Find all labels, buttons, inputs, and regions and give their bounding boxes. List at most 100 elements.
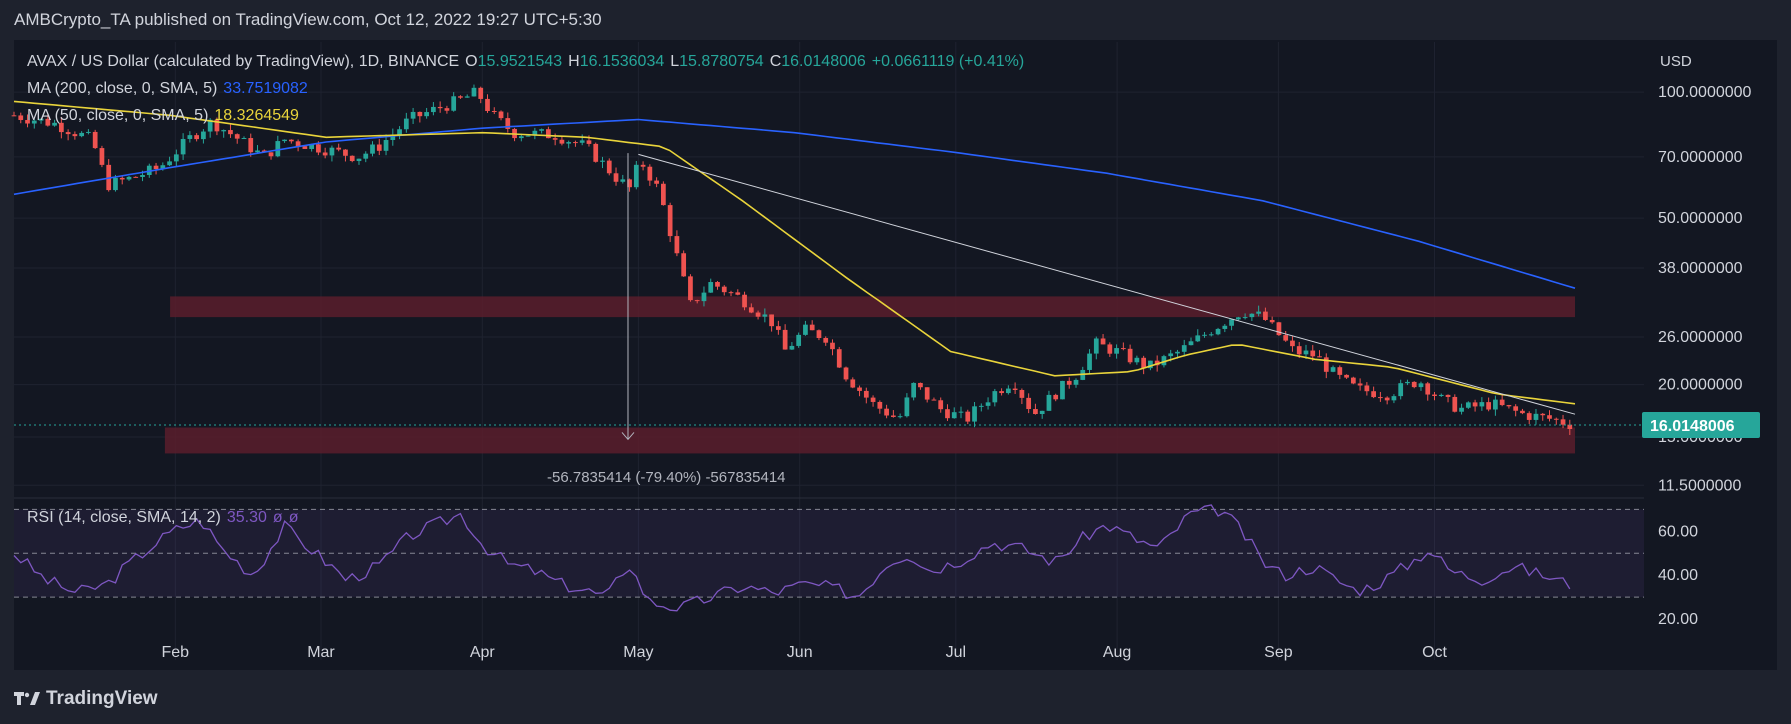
candle-body — [735, 292, 741, 295]
candle-body — [843, 367, 849, 380]
candle-body — [1296, 346, 1302, 355]
candle-body — [1499, 399, 1505, 406]
candle-body — [160, 165, 166, 170]
candle-body — [850, 379, 856, 388]
candle-body — [431, 106, 436, 113]
candle-body — [1005, 388, 1011, 394]
measure-label: -56.7835414 (-79.40%) -567835414 — [547, 469, 786, 486]
candle-body — [241, 138, 247, 140]
candle-body — [546, 129, 551, 139]
candle-body — [491, 111, 497, 113]
candle-body — [1100, 338, 1106, 345]
rsi-legend[interactable]: RSI (14, close, SMA, 14, 2) 35.30 ø ø — [27, 509, 304, 527]
ma200-legend[interactable]: MA (200, close, 0, SMA, 5) 33.7519082 — [27, 80, 314, 98]
price-tick-label: 70.0000000 — [1658, 149, 1743, 166]
candle-body — [383, 140, 389, 151]
rsi-tick-label: 20.00 — [1658, 611, 1698, 628]
candle-body — [999, 391, 1004, 394]
candle-body — [1134, 357, 1140, 363]
symbol-legend[interactable]: AVAX / US Dollar (calculated by TradingV… — [27, 53, 1030, 71]
candle-body — [532, 130, 538, 136]
candle-body — [316, 144, 321, 153]
candle-body — [1418, 383, 1424, 388]
candle-body — [1039, 410, 1045, 415]
time-tick-label: Aug — [1103, 644, 1131, 661]
candle-body — [566, 142, 572, 144]
candle-body — [870, 397, 876, 402]
candle-body — [1263, 311, 1268, 320]
candle-body — [1364, 385, 1370, 392]
candle-body — [823, 338, 829, 343]
tradingview-logo[interactable]: TradingView — [14, 688, 158, 710]
candle-body — [336, 147, 342, 150]
candle-body — [715, 282, 720, 287]
candle-body — [985, 402, 991, 406]
ma50-legend[interactable]: MA (50, close, 0, SMA, 5) 18.3264549 — [27, 107, 305, 125]
candle-body — [1093, 338, 1099, 354]
candle-body — [194, 135, 200, 140]
rsi-line — [13, 504, 1571, 612]
candle-body — [667, 205, 673, 237]
candle-body — [1513, 406, 1519, 411]
candle-body — [1432, 394, 1437, 397]
candle-body — [1053, 394, 1059, 400]
candle-body — [1148, 360, 1153, 369]
ma200-line — [13, 118, 1576, 289]
candle-body — [708, 282, 714, 293]
candle-body — [1479, 402, 1485, 407]
candle-body — [403, 118, 409, 130]
candle-body — [498, 111, 504, 119]
candle-body — [633, 164, 639, 188]
time-tick-label: Apr — [470, 644, 496, 661]
rsi-legend-label: RSI (14, close, SMA, 14, 2) — [27, 509, 221, 526]
price-tick-label: 50.0000000 — [1658, 210, 1743, 227]
candle-body — [126, 176, 132, 180]
ma50-line — [13, 100, 1576, 405]
candle-body — [769, 314, 774, 327]
candle-body — [931, 399, 937, 401]
candle-body — [11, 115, 17, 117]
candle-body — [478, 87, 484, 99]
time-tick-label: Mar — [307, 644, 335, 661]
candle-body — [897, 416, 903, 418]
candle-body — [38, 118, 44, 121]
candle-body — [836, 349, 842, 368]
low-label: L — [670, 53, 680, 70]
candle-body — [1188, 341, 1194, 346]
footer-brand: TradingView — [46, 688, 158, 709]
candle-body — [275, 141, 281, 157]
change-value: +0.0661119 (+0.41%) — [871, 53, 1025, 70]
candle-body — [187, 135, 193, 139]
price-tag-box — [1642, 412, 1760, 439]
candle-body — [701, 292, 707, 302]
candle-body — [92, 131, 98, 149]
candle-body — [1378, 397, 1383, 399]
rsi-legend-value: 35.30 — [226, 509, 267, 526]
rsi-extra-2: ø — [288, 509, 299, 526]
candle-body — [951, 412, 957, 419]
candle-body — [282, 139, 287, 142]
candle-body — [146, 165, 152, 175]
candle-body — [140, 174, 145, 177]
candle-body — [1175, 351, 1180, 354]
candle-body — [25, 119, 30, 124]
open-label: O — [465, 53, 478, 70]
candle-body — [356, 158, 362, 162]
open-value: 15.9521543 — [477, 53, 563, 70]
candle-body — [1452, 396, 1458, 412]
candle-body — [1283, 335, 1289, 341]
candle-body — [1486, 402, 1491, 410]
candle-body — [559, 139, 565, 144]
candle-body — [803, 324, 808, 335]
price-tick-label: 11.5000000 — [1658, 477, 1741, 494]
candle-body — [1553, 418, 1559, 420]
candle-body — [573, 142, 578, 144]
candle-body — [18, 115, 24, 120]
candle-body — [1350, 377, 1356, 384]
candle-body — [1215, 328, 1221, 335]
symbol-title: AVAX / US Dollar (calculated by TradingV… — [27, 53, 460, 70]
candle-body — [1493, 399, 1498, 410]
candle-body — [349, 155, 355, 162]
candle-body — [1195, 335, 1201, 342]
